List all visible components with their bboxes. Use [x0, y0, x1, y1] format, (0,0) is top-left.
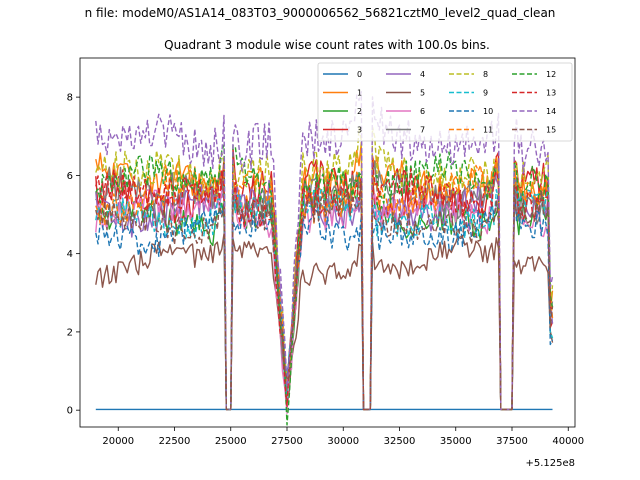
legend-label-10: 10	[483, 107, 493, 116]
x-tick-label: 27500	[271, 436, 303, 447]
x-axis: 20000 22500 25000 27500 30000 32500 35000 37500…	[102, 427, 584, 447]
legend-label-13: 13	[546, 89, 556, 98]
x-tick-label: 32500	[384, 436, 416, 447]
x-tick-label: 40000	[552, 436, 584, 447]
chart-title: Quadrant 3 module wise count rates with …	[164, 38, 490, 52]
legend-label-8: 8	[483, 70, 488, 79]
legend-label-2: 2	[357, 107, 362, 116]
legend-label-1: 1	[357, 89, 362, 98]
series-line-8	[95, 126, 554, 411]
x-tick-label: 20000	[102, 436, 134, 447]
y-tick-label: 4	[67, 249, 73, 260]
x-tick-label: 37500	[496, 436, 528, 447]
series-line-15	[95, 180, 554, 411]
y-axis: 0 2 4 6 8	[67, 93, 80, 417]
y-tick-label: 8	[67, 93, 73, 104]
series-line-14	[95, 91, 554, 411]
plot-area-frame	[79, 57, 576, 428]
y-tick-label: 0	[67, 406, 73, 417]
series-line-12	[95, 143, 554, 426]
x-tick-label: 25000	[215, 436, 247, 447]
legend-frame	[317, 62, 573, 142]
legend-label-7: 7	[420, 126, 425, 135]
series-line-6	[95, 178, 553, 414]
legend-label-3: 3	[357, 126, 362, 135]
legend-label-15: 15	[546, 126, 556, 135]
legend-label-4: 4	[420, 70, 425, 79]
legend-label-12: 12	[546, 70, 556, 79]
figure-suptitle: n file: modeM0/AS1A14_083T03_9000006562_…	[85, 6, 556, 20]
legend-label-11: 11	[483, 126, 493, 135]
y-tick-label: 6	[67, 171, 73, 182]
legend-label-5: 5	[420, 89, 425, 98]
series-line-5	[95, 233, 554, 411]
y-tick-label: 2	[67, 327, 73, 338]
legend-label-9: 9	[483, 89, 488, 98]
legend-label-6: 6	[420, 107, 425, 116]
x-tick-label: 35000	[440, 436, 472, 447]
series-layer	[95, 91, 554, 426]
legend-label-0: 0	[357, 70, 362, 79]
legend-label-14: 14	[546, 107, 556, 116]
series-line-10	[95, 186, 554, 411]
x-tick-label: 22500	[159, 436, 191, 447]
x-axis-offset-label: +5.125e8	[525, 458, 575, 469]
x-tick-label: 30000	[327, 436, 359, 447]
